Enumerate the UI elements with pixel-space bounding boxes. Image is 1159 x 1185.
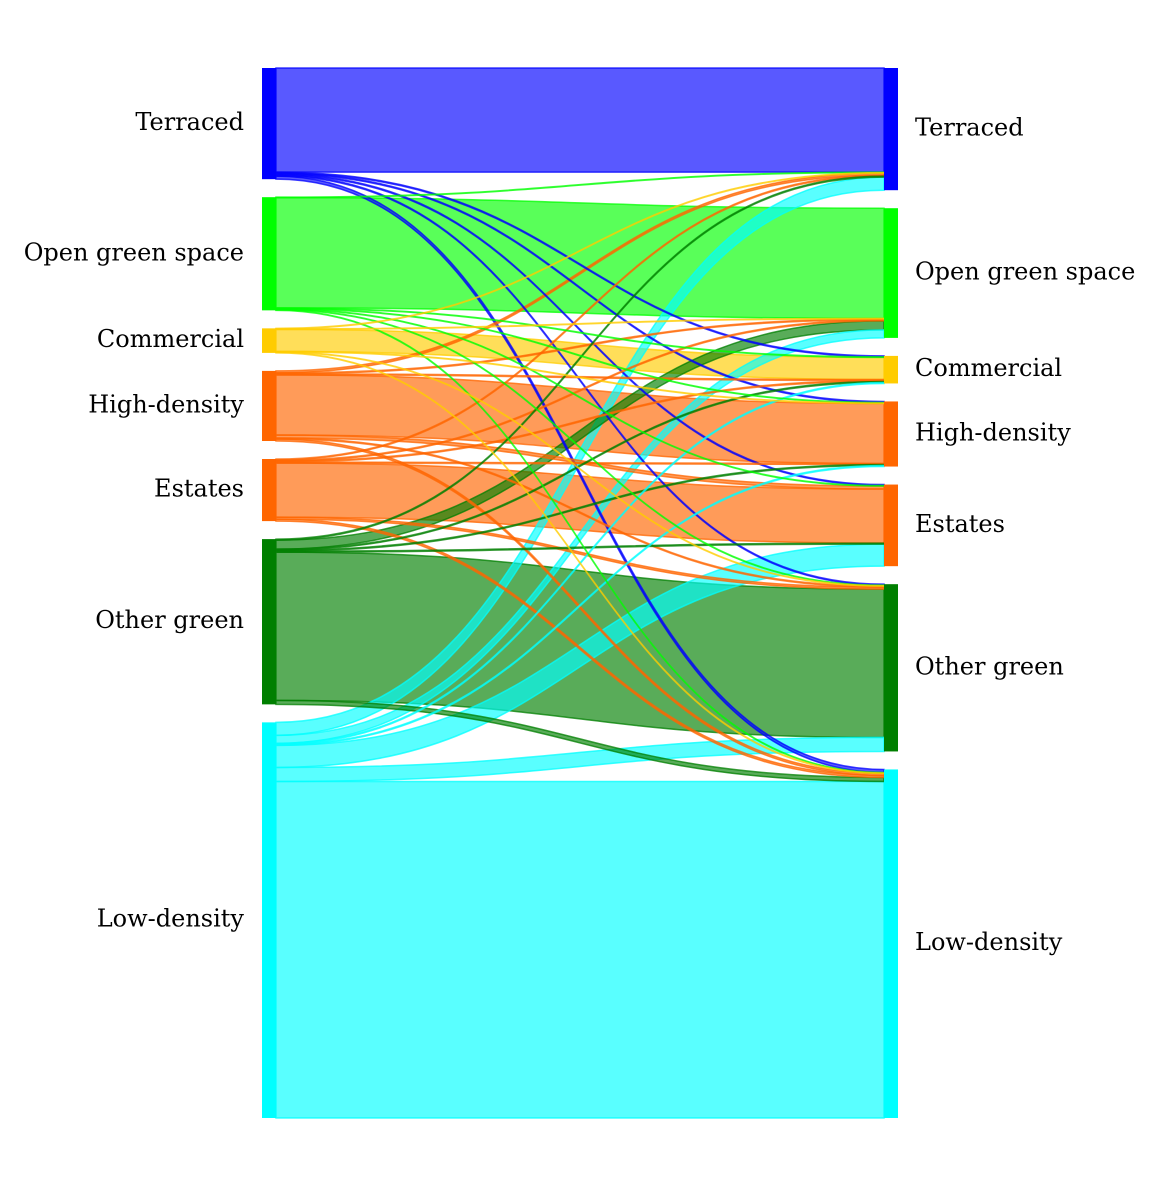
right-label-high-density: High-density — [915, 418, 1071, 446]
node-bars — [262, 68, 898, 1118]
right-node-commercial — [884, 355, 898, 384]
flow-terraced-to-terraced — [275, 67, 885, 173]
left-node-other-green — [262, 539, 276, 705]
right-label-other-green: Other green — [915, 652, 1064, 680]
left-node-commercial — [262, 328, 276, 353]
left-node-terraced — [262, 68, 276, 180]
right-node-low-density — [884, 769, 898, 1118]
right-label-commercial: Commercial — [915, 354, 1062, 382]
left-label-estates: Estates — [154, 475, 244, 503]
node-labels: Terraced Open green space Commercial High-d… — [24, 108, 1136, 956]
left-node-estates — [262, 459, 276, 522]
right-node-other-green — [884, 584, 898, 752]
right-label-estates: Estates — [915, 510, 1005, 538]
left-label-commercial: Commercial — [97, 325, 244, 353]
right-label-low-density: Low-density — [915, 928, 1063, 956]
right-node-terraced — [884, 68, 898, 191]
left-label-high-density: High-density — [88, 390, 244, 418]
left-node-low-density — [262, 722, 276, 1118]
flow-low-density-to-terraced — [275, 176, 885, 737]
right-label-terraced: Terraced — [915, 114, 1024, 142]
right-node-high-density — [884, 401, 898, 467]
left-node-high-density — [262, 370, 276, 442]
left-label-terraced: Terraced — [135, 108, 244, 136]
left-label-low-density: Low-density — [97, 905, 245, 933]
left-label-open-green-space: Open green space — [24, 238, 244, 266]
flow-low-density-to-high-density — [275, 464, 885, 747]
flow-low-density-to-estates — [275, 543, 885, 769]
flow-low-density-to-low-density — [275, 780, 885, 1119]
left-node-open-green-space — [262, 197, 276, 311]
right-node-estates — [884, 484, 898, 567]
flow-links — [275, 67, 885, 1119]
left-label-other-green: Other green — [95, 606, 244, 634]
right-node-open-green-space — [884, 208, 898, 338]
flow-open-green-space-to-open-green-space — [275, 196, 885, 320]
right-label-open-green-space: Open green space — [915, 258, 1135, 286]
